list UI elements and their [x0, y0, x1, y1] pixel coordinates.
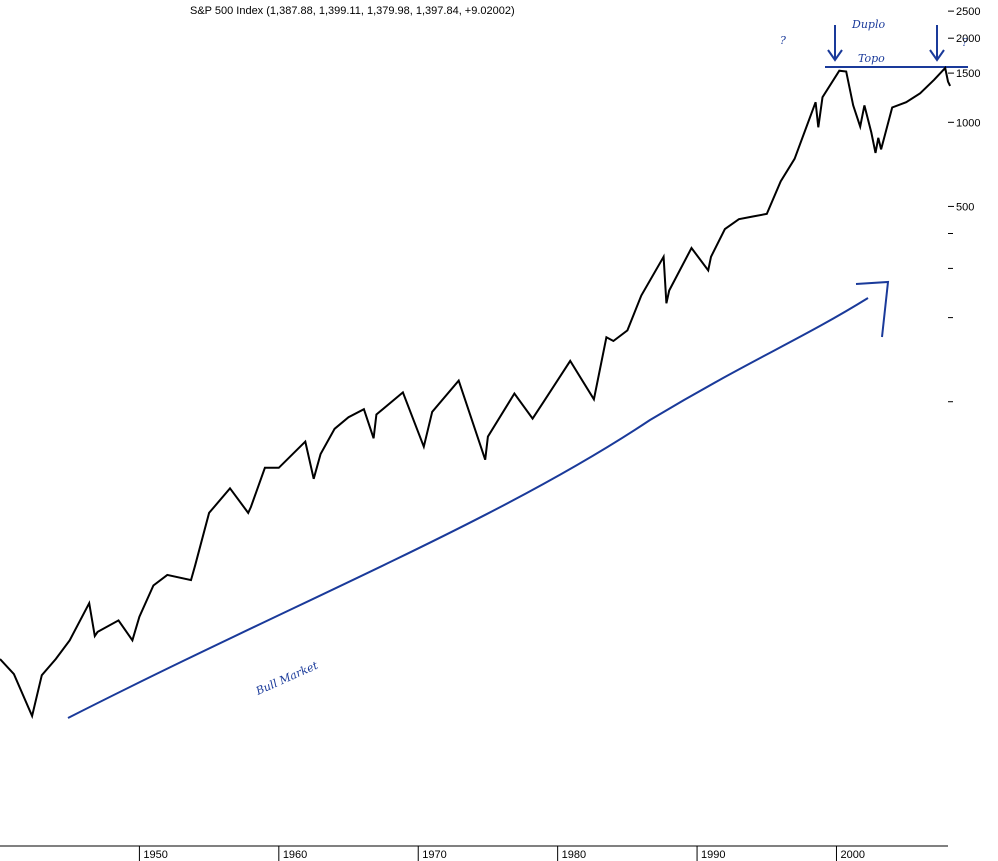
y-tick-label: 1000 [956, 117, 980, 129]
x-tick-label: 1990 [701, 849, 725, 861]
x-tick-label: 1970 [422, 849, 446, 861]
trend-arrow [67, 297, 869, 719]
y-tick-label: 1500 [956, 68, 980, 80]
annotation: Topo [858, 52, 885, 65]
annotation: Bull Market [253, 659, 320, 699]
x-tick-label: 1980 [562, 849, 586, 861]
price-line [0, 65, 952, 720]
arrow-head [855, 280, 890, 338]
x-tick-label: 1960 [283, 849, 307, 861]
down-arrow [827, 25, 843, 62]
chart-title: S&P 500 Index (1,387.88, 1,399.11, 1,379… [190, 5, 515, 17]
annotation: Duplo [851, 18, 885, 31]
down-arrow [929, 25, 945, 62]
x-tick-label: 1950 [143, 849, 167, 861]
y-tick-label: 500 [956, 201, 974, 213]
annotation: ? [962, 36, 968, 49]
y-tick-label: 2000 [956, 33, 980, 45]
annotation: ? [780, 34, 786, 47]
x-tick-label: 2000 [840, 849, 864, 861]
y-tick-label: 2500 [956, 6, 980, 18]
